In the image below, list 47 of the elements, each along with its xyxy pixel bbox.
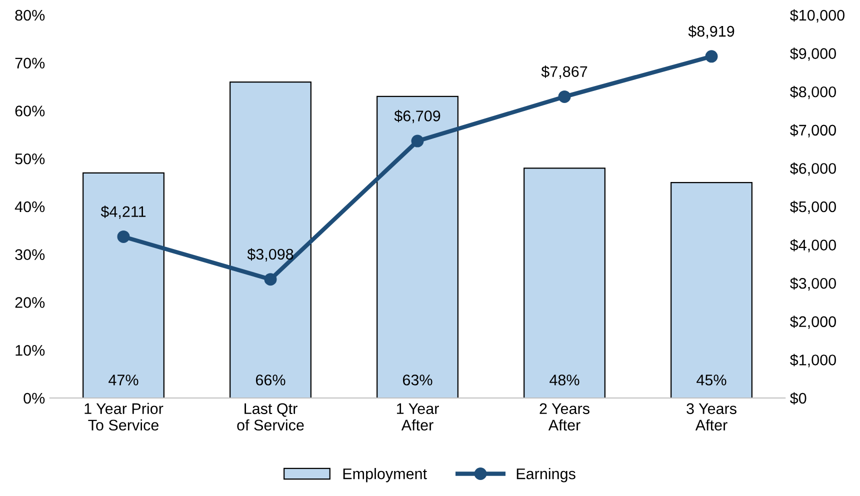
y2-tick-label: $2,000	[790, 316, 836, 329]
bar	[82, 172, 164, 398]
bar	[230, 81, 312, 398]
x-tick-label: 1 Year Prior To Service	[84, 402, 164, 431]
y2-tick-label: $0	[790, 392, 806, 405]
legend-label: Employment	[343, 468, 427, 482]
x-tick-label: Last Qtr of Service	[237, 403, 304, 431]
point	[264, 273, 277, 286]
bar	[670, 182, 752, 398]
data-label: $6,709	[394, 110, 440, 124]
y2-tick-label: $3,000	[790, 277, 836, 291]
y-tick-label: 60%	[15, 106, 45, 116]
x-tick-label: 1 Year After	[396, 403, 439, 431]
y2-tick-label: $8,000	[790, 86, 836, 100]
data-label: 48%	[550, 374, 580, 386]
point	[705, 50, 718, 63]
y2-tick-label: $5,000	[790, 200, 836, 214]
y2-tick-label: $4,000	[790, 239, 836, 252]
y-tick-label: 80%	[15, 10, 45, 21]
y-tick-label: 40%	[14, 201, 45, 212]
bar	[376, 96, 458, 398]
y2-tick-label: $1,000	[790, 354, 836, 368]
y2-tick-label: $7,000	[790, 124, 836, 138]
data-label: 66%	[256, 374, 286, 386]
y2-tick-label: $9,000	[790, 48, 836, 61]
x-tick-label: 2 Years After	[540, 403, 590, 431]
x-tick-label: 3 Years After	[686, 403, 736, 431]
data-label: $7,867	[541, 66, 588, 79]
y-tick-label: 0%	[24, 392, 45, 404]
y-tick-label: 30%	[15, 249, 45, 260]
point	[558, 90, 571, 103]
y-tick-label: 10%	[16, 344, 45, 356]
data-label: 47%	[108, 374, 138, 386]
data-label: 63%	[402, 374, 432, 386]
data-label: $3,098	[247, 248, 294, 262]
y2-tick-label: $10,000	[790, 9, 844, 22]
y-tick-label: 20%	[15, 297, 45, 308]
data-label: $8,919	[688, 25, 734, 39]
y-tick-label: 50%	[15, 153, 45, 164]
data-label: $4,211	[100, 206, 146, 219]
point	[411, 134, 424, 148]
point	[117, 230, 130, 243]
data-label: 45%	[696, 374, 726, 386]
y-tick-label: 70%	[15, 58, 45, 69]
y2-tick-label: $6,000	[790, 162, 836, 176]
legend-label: Earnings	[516, 468, 576, 482]
bar	[524, 168, 606, 398]
